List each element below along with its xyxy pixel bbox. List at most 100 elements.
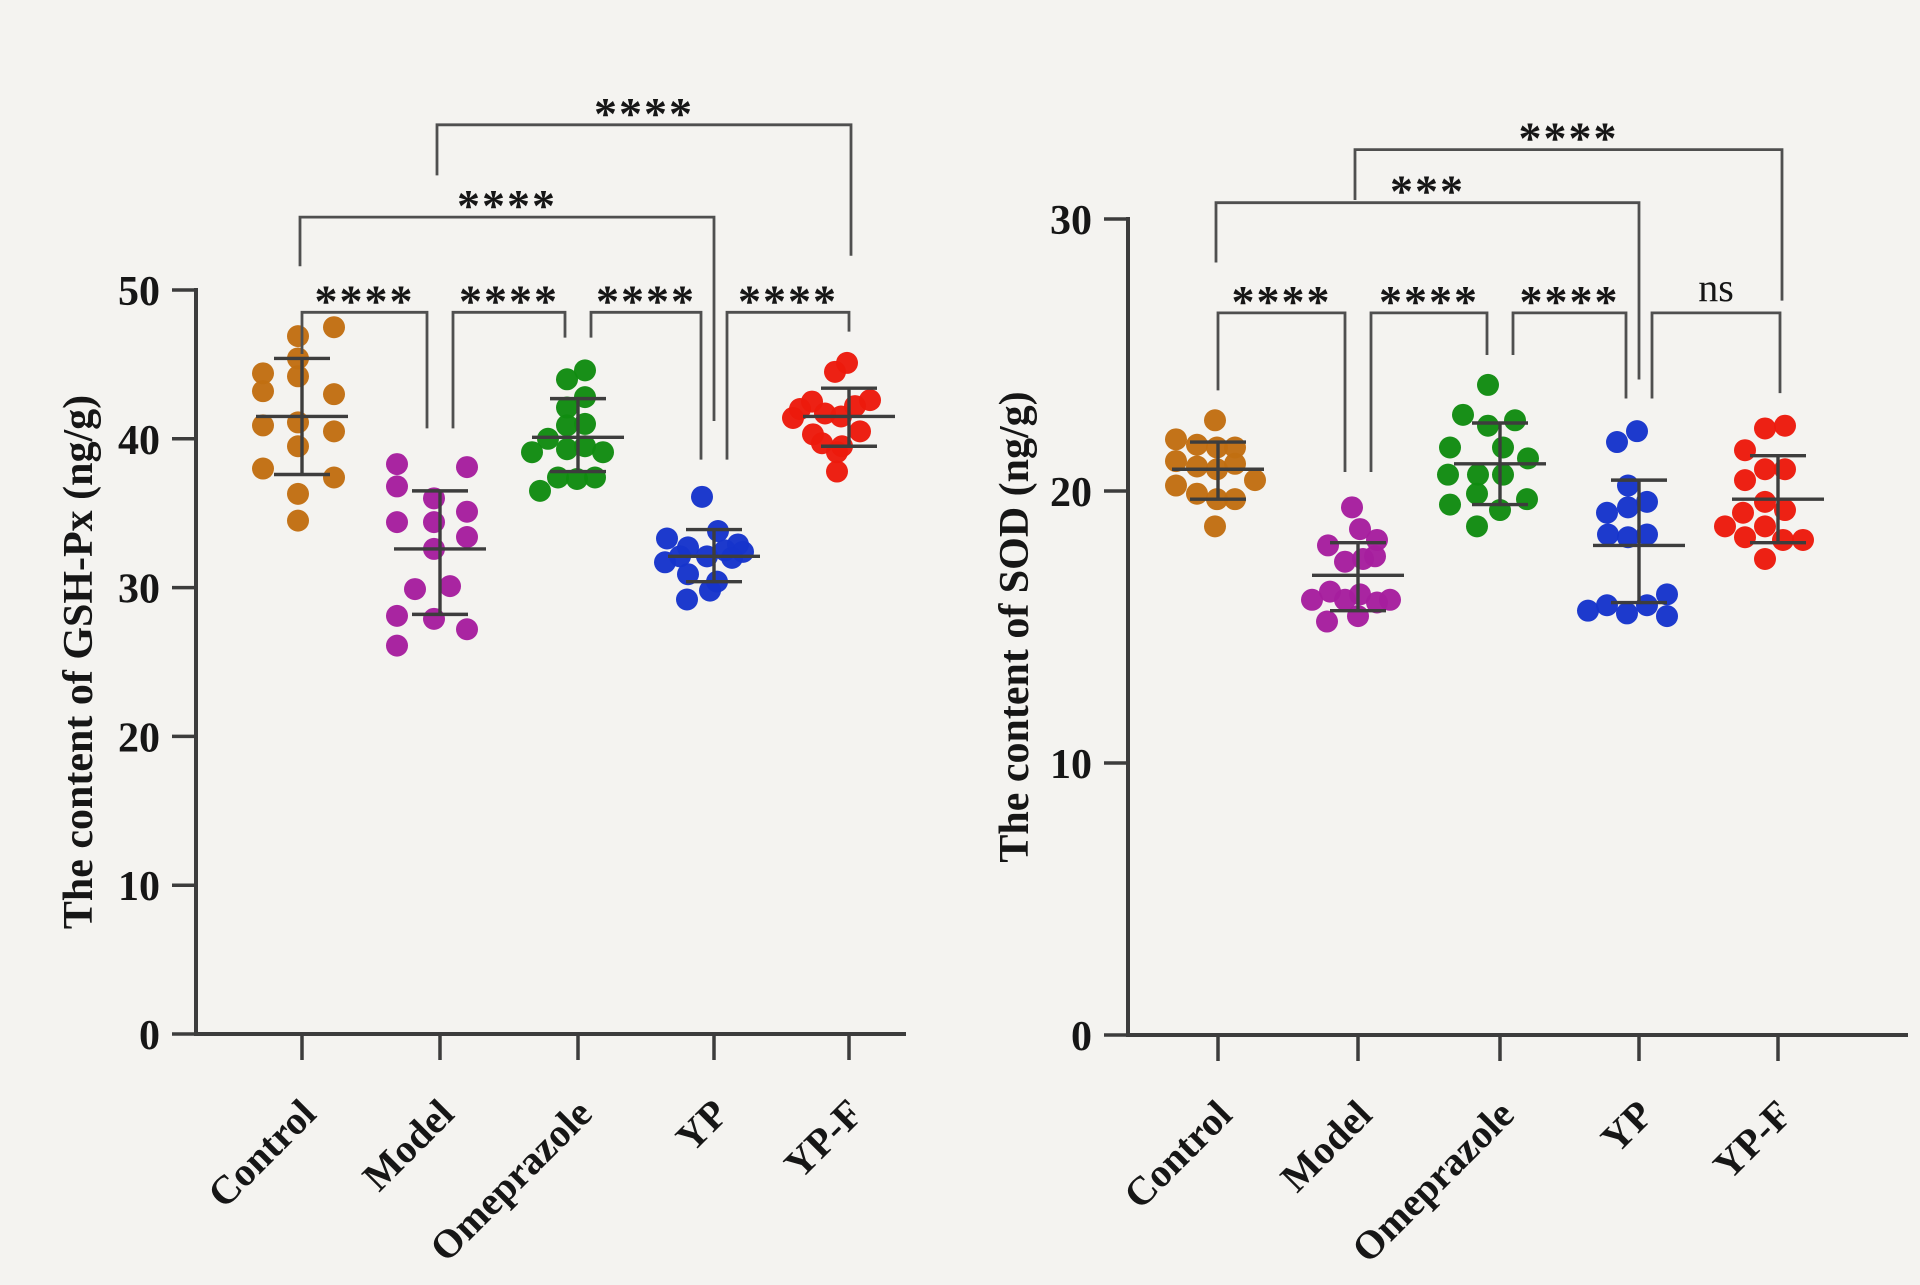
y-tick-label: 0 xyxy=(1071,1014,1092,1060)
data-dot xyxy=(1204,409,1226,432)
data-dot xyxy=(386,453,408,476)
data-dot xyxy=(1379,588,1401,611)
data-dot xyxy=(287,482,309,505)
data-dot xyxy=(456,500,478,523)
data-dot xyxy=(1732,501,1754,524)
data-dot xyxy=(1186,482,1208,505)
data-dot xyxy=(547,466,569,489)
y-tick-label: 20 xyxy=(1050,470,1092,516)
data-dot xyxy=(252,380,274,403)
data-dot xyxy=(252,457,274,480)
data-dot xyxy=(404,578,426,601)
data-dot xyxy=(1165,450,1187,473)
y-tick-label: 10 xyxy=(1050,742,1092,788)
sig-bracket: **** xyxy=(435,88,853,256)
group-yp xyxy=(654,485,760,611)
sig-bracket-path xyxy=(1650,311,1782,399)
data-dot xyxy=(1754,515,1776,538)
data-dot xyxy=(252,414,274,437)
sig-label: **** xyxy=(1379,276,1479,327)
data-dot xyxy=(1439,436,1461,459)
sig-bracket-path xyxy=(589,310,703,460)
data-dot xyxy=(556,438,578,461)
sig-label: ns xyxy=(1698,265,1734,310)
sig-label: **** xyxy=(1520,276,1620,327)
sig-bracket: **** xyxy=(1369,276,1489,472)
y-tick-label: 40 xyxy=(118,418,160,464)
data-dot xyxy=(1439,493,1461,516)
sig-bracket-path xyxy=(298,215,716,421)
panel-gsh-px: 0 10 20 30 40 50 The content of GSH-Px (ng/g) C… xyxy=(56,88,906,1270)
data-dot xyxy=(1477,414,1499,437)
data-dot xyxy=(323,420,345,443)
data-dot xyxy=(584,466,606,489)
data-dot xyxy=(849,420,871,443)
data-dot xyxy=(1754,458,1776,481)
category-label: YP xyxy=(1592,1092,1662,1162)
data-dot xyxy=(456,456,478,479)
data-dot xyxy=(1467,463,1489,486)
data-dot xyxy=(1504,409,1526,432)
data-dot xyxy=(1754,490,1776,513)
category-label: YP-F xyxy=(1704,1092,1800,1188)
data-dot xyxy=(1617,474,1639,497)
group-model xyxy=(386,453,486,657)
data-dot xyxy=(1437,463,1459,486)
data-dot xyxy=(423,511,445,534)
data-dot xyxy=(287,411,309,434)
data-dot xyxy=(1597,523,1619,546)
data-dot xyxy=(1656,583,1678,606)
data-dot xyxy=(691,485,713,508)
data-dot xyxy=(1244,469,1266,492)
data-dot xyxy=(1334,550,1356,573)
data-dot xyxy=(1734,439,1756,462)
data-dot xyxy=(1754,548,1776,570)
data-dot xyxy=(1452,403,1474,426)
data-dot xyxy=(1734,526,1756,549)
data-dot xyxy=(1792,528,1814,551)
data-dot xyxy=(287,435,309,458)
data-dot xyxy=(824,360,846,383)
data-dot xyxy=(1466,515,1488,538)
data-dot xyxy=(826,460,848,483)
data-dot xyxy=(654,551,676,574)
data-dot xyxy=(1772,528,1794,551)
y-axis-title: The content of SOD (ng/g) xyxy=(992,391,1038,862)
y-axis-title: The content of GSH-Px (ng/g) xyxy=(56,395,102,929)
data-dot xyxy=(1616,602,1638,625)
data-dot xyxy=(1224,452,1246,475)
data-dot xyxy=(1316,610,1338,633)
data-dot xyxy=(676,588,698,611)
data-dot xyxy=(1617,526,1639,549)
data-dot xyxy=(592,441,614,464)
data-dot xyxy=(556,368,578,391)
sig-bracket-path xyxy=(1216,311,1347,472)
sig-bracket: **** xyxy=(451,275,567,429)
y-tick-label: 20 xyxy=(118,715,160,761)
data-dot xyxy=(386,475,408,498)
sig-label: **** xyxy=(596,275,696,326)
sig-bracket: **** xyxy=(589,275,703,460)
category-label: Control xyxy=(1115,1092,1241,1218)
sig-bracket-path xyxy=(1214,201,1641,380)
sig-bracket: **** xyxy=(1353,113,1784,301)
data-dot xyxy=(1477,373,1499,396)
category-label: YP-F xyxy=(775,1091,871,1187)
group-yp xyxy=(1577,420,1685,628)
data-dot xyxy=(287,365,309,388)
group-model xyxy=(1301,496,1404,633)
data-dot xyxy=(323,466,345,489)
data-dot xyxy=(1577,599,1599,622)
data-dot xyxy=(456,618,478,641)
data-dot xyxy=(529,479,551,502)
data-dot xyxy=(1596,501,1618,524)
data-dot xyxy=(423,607,445,630)
sig-bracket: **** xyxy=(1216,276,1347,472)
sig-label: **** xyxy=(1519,113,1619,164)
sig-bracket: **** xyxy=(1511,276,1628,399)
data-dot xyxy=(1366,528,1388,551)
data-dot xyxy=(574,359,596,382)
group-omeprazole xyxy=(1437,373,1546,538)
sig-bracket: **** xyxy=(300,275,429,429)
